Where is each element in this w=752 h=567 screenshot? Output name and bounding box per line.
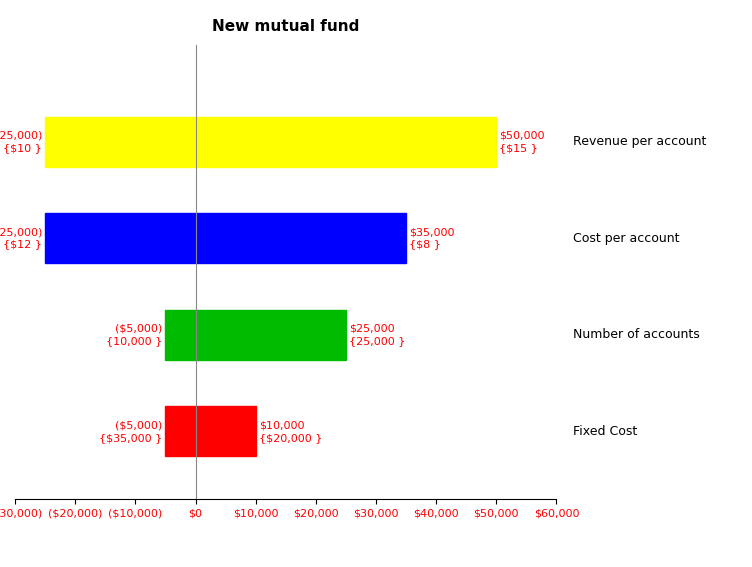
Text: ($5,000)
{10,000 }: ($5,000) {10,000 } [106,324,162,346]
Text: Fixed Cost: Fixed Cost [573,425,637,438]
Bar [165,407,256,456]
Text: ($25,000)
{$10 }: ($25,000) {$10 } [0,130,42,153]
Bar [45,213,406,264]
Text: $25,000
{25,000 }: $25,000 {25,000 } [349,324,405,346]
Text: Cost per account: Cost per account [573,232,679,245]
Text: Number of accounts: Number of accounts [573,328,699,341]
Text: $50,000
{$15 }: $50,000 {$15 } [499,130,545,153]
Text: Revenue per account: Revenue per account [573,136,706,149]
Bar [165,310,346,360]
Text: $10,000
{$20,000 }: $10,000 {$20,000 } [259,420,322,443]
Bar [45,117,496,167]
Text: ($5,000)
{$35,000 }: ($5,000) {$35,000 } [99,420,162,443]
Text: $35,000
{$8 }: $35,000 {$8 } [409,227,455,249]
Text: ($25,000)
{$12 }: ($25,000) {$12 } [0,227,42,249]
Title: New mutual fund: New mutual fund [212,19,359,35]
